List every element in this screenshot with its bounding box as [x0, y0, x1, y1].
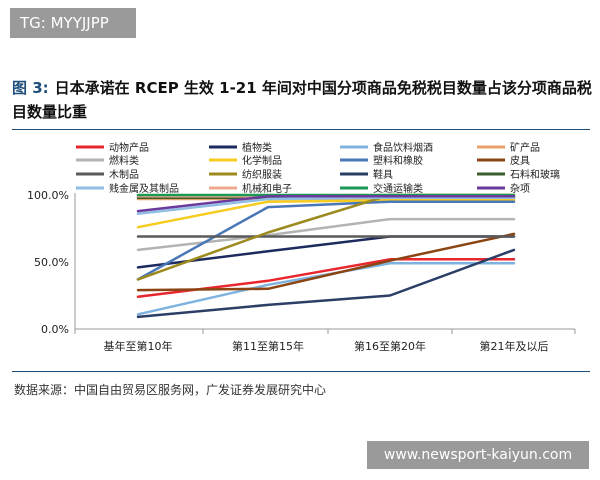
legend-item-10: 纺织服装 [209, 168, 282, 181]
legend-item-11: 鞋具 [340, 168, 393, 181]
title-divider [12, 129, 590, 130]
legend-label: 燃料类 [109, 154, 139, 167]
legend-item-1: 动物产品 [76, 141, 149, 154]
legend-label: 化学制品 [242, 154, 282, 167]
legend-item-8: 皮具 [477, 154, 530, 167]
legend-label: 皮具 [510, 154, 530, 167]
legend-item-2: 植物类 [209, 141, 272, 154]
figure-title-text: 日本承诺在 RCEP 生效 1-21 年间对中国分项商品免税税目数量占该分项商品… [12, 79, 592, 121]
legend-item-5: 燃料类 [76, 154, 139, 167]
watermark-bottom: www.newsport-kaiyun.com [367, 441, 589, 469]
legend-item-4: 矿产品 [477, 141, 540, 154]
legend-item-13: 贱金属及其制品 [76, 182, 179, 195]
legend-item-12: 石料和玻璃 [477, 168, 560, 181]
legend-label: 鞋具 [373, 168, 393, 181]
x-tick-label: 第11至第15年 [232, 339, 304, 353]
legend-item-16: 杂项 [477, 183, 530, 195]
series-13-line [136, 196, 516, 216]
legend-item-7: 塑料和橡胶 [340, 154, 423, 167]
x-tick-label: 第21年及以后 [480, 339, 549, 353]
legend-label: 塑料和橡胶 [373, 154, 423, 167]
legend-item-6: 化学制品 [209, 154, 282, 167]
series-16-line [136, 195, 516, 213]
source-divider [12, 371, 590, 372]
legend-item-3: 食品饮料烟酒 [340, 141, 433, 154]
series-8-line [136, 232, 516, 292]
y-tick-label: 50.0% [34, 256, 69, 269]
series-11-line [136, 248, 516, 319]
legend-label: 矿产品 [510, 141, 540, 154]
series-6-line [136, 199, 516, 229]
legend-label: 食品饮料烟酒 [373, 141, 433, 154]
watermark-top: TG: MYYJJPP [10, 8, 136, 38]
legend-label: 杂项 [510, 183, 530, 195]
legend-item-14: 机械和电子 [209, 182, 292, 195]
legend-item-9: 木制品 [76, 168, 139, 181]
legend-label: 机械和电子 [242, 182, 292, 195]
x-tick-label: 基年至第10年 [104, 339, 173, 353]
y-tick-label: 100.0% [27, 189, 69, 202]
legend-label: 石料和玻璃 [510, 168, 560, 181]
series-1-line [136, 258, 516, 299]
legend-item-15: 交通运输类 [340, 182, 423, 195]
legend-label: 动物产品 [109, 141, 149, 154]
legend-label: 纺织服装 [242, 168, 282, 181]
legend-label: 植物类 [242, 141, 272, 154]
legend-label: 交通运输类 [373, 182, 423, 195]
legend-label: 贱金属及其制品 [109, 182, 179, 195]
figure-label: 图 3: [12, 79, 49, 97]
legend-label: 木制品 [109, 168, 139, 181]
figure-title: 图 3: 日本承诺在 RCEP 生效 1-21 年间对中国分项商品免税税目数量占该… [12, 76, 592, 124]
data-source: 数据来源：中国自由贸易区服务网，广发证券发展研究中心 [14, 383, 327, 397]
x-tick-label: 第16至第20年 [354, 339, 426, 353]
y-tick-label: 0.0% [41, 323, 69, 336]
series-7-line [136, 200, 516, 281]
